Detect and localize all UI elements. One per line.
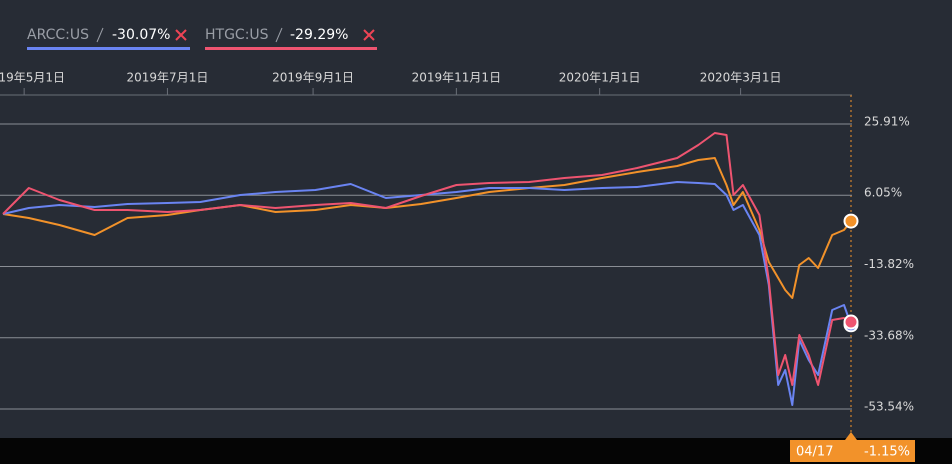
series-line (2, 181, 852, 406)
y-tick-label: -33.68% (864, 328, 914, 342)
cursor-pointer (845, 432, 857, 440)
separator (275, 27, 283, 43)
x-tick-label: 2019年11月1日 (412, 71, 501, 85)
separator (96, 27, 104, 43)
cursor-tag: 04/17 -1.15% (790, 432, 915, 462)
legend-value: -29.29% (290, 27, 348, 43)
y-tick-label: 6.05% (864, 186, 902, 200)
end-point (843, 314, 859, 330)
legend-name: ARCC:US (27, 27, 89, 43)
x-tick-label: 2019年5月1日 (0, 71, 65, 85)
x-tick-label: 2020年1月1日 (559, 71, 641, 85)
legend-value: -30.07% (112, 27, 170, 43)
remove-icon[interactable] (363, 29, 375, 41)
x-tick-label: 2019年9月1日 (272, 71, 354, 85)
y-tick-label: 25.91% (864, 115, 910, 129)
y-tick-label: -13.82% (864, 257, 914, 271)
y-tick-label: -53.54% (864, 399, 914, 413)
legend-underline (27, 47, 190, 50)
x-tick-label: 2019年7月1日 (127, 71, 209, 85)
cursor-date: 04/17 (796, 445, 833, 460)
legend-underline (205, 47, 377, 50)
cursor-value: -1.15% (864, 445, 910, 460)
x-tick-label: 2020年3月1日 (700, 71, 782, 85)
legend: ARCC:US -30.07% HTGC:US -29.29% (27, 27, 377, 50)
cursor-tag-box (790, 440, 915, 462)
remove-icon[interactable] (175, 29, 187, 41)
legend-name: HTGC:US (205, 27, 269, 43)
series-line (2, 132, 852, 386)
end-point (843, 213, 859, 229)
